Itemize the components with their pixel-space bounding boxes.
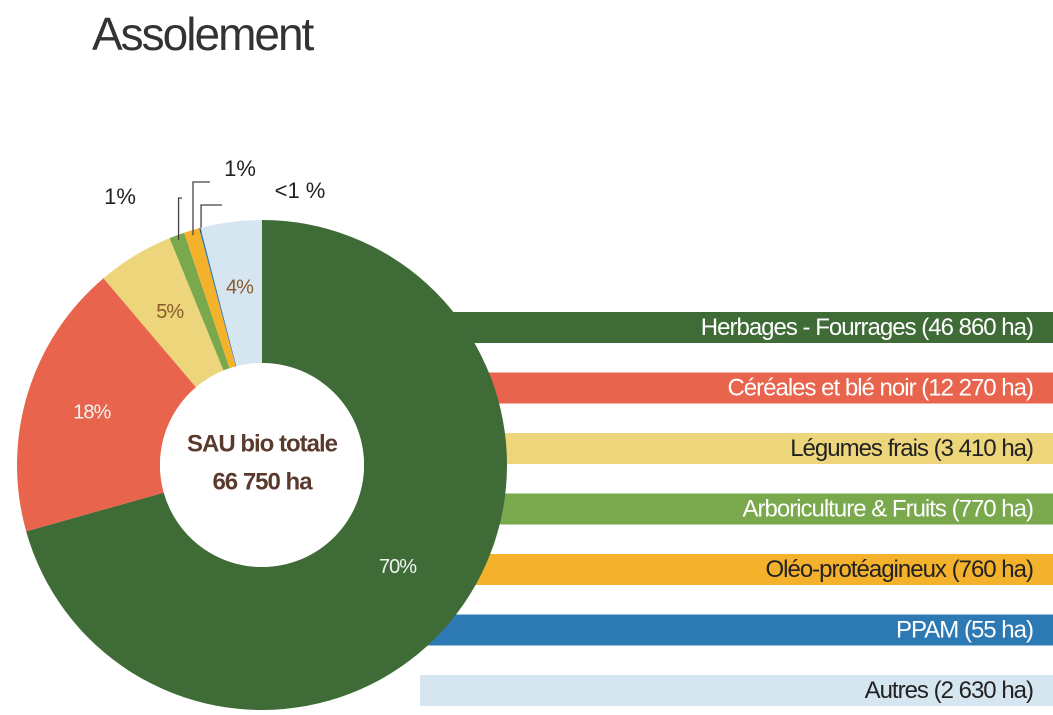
leader-line: [200, 204, 222, 233]
legend-label: Autres (2 630 ha): [865, 677, 1033, 704]
legend-bar: [420, 372, 1053, 404]
center-label: 66 750 ha: [212, 468, 313, 495]
legend-bar: [420, 493, 1053, 525]
legend-bar: [420, 675, 1053, 706]
legend-bar: [420, 312, 1053, 343]
slice: [200, 220, 262, 367]
legend-label: Oléo-protéagineux (760 ha): [765, 556, 1033, 583]
slice-label: 4%: [226, 277, 254, 299]
slice: [199, 227, 237, 367]
slice-label: <1 %: [275, 178, 326, 203]
chart-title: Assolement: [92, 8, 315, 60]
slice-label: 5%: [156, 301, 184, 323]
legend-label: PPAM (55 ha): [896, 616, 1033, 643]
legend-bar: [420, 554, 1053, 585]
slice: [184, 228, 236, 369]
legend-label: Céréales et blé noir (12 270 ha): [727, 374, 1033, 401]
legend-bar: [420, 433, 1053, 464]
slice-label: 18%: [73, 401, 111, 423]
legend-bar: [420, 614, 1053, 646]
slice-label: 1%: [104, 184, 136, 209]
slice-label: 1%: [224, 156, 256, 181]
legend-label: Arboriculture & Fruits (770 ha): [743, 495, 1033, 522]
slice: [16, 278, 196, 532]
slice: [26, 220, 508, 710]
center-label: SAU bio totale: [187, 430, 338, 457]
leader-line: [192, 181, 210, 236]
leader-line: [177, 197, 182, 240]
legend-label: Herbages - Fourrages (46 860 ha): [701, 314, 1033, 341]
donut-hole: [160, 363, 364, 567]
slice: [103, 238, 224, 388]
slice-label: 70%: [379, 556, 417, 578]
slice: [169, 232, 230, 371]
legend-label: Légumes frais (3 410 ha): [790, 435, 1033, 462]
